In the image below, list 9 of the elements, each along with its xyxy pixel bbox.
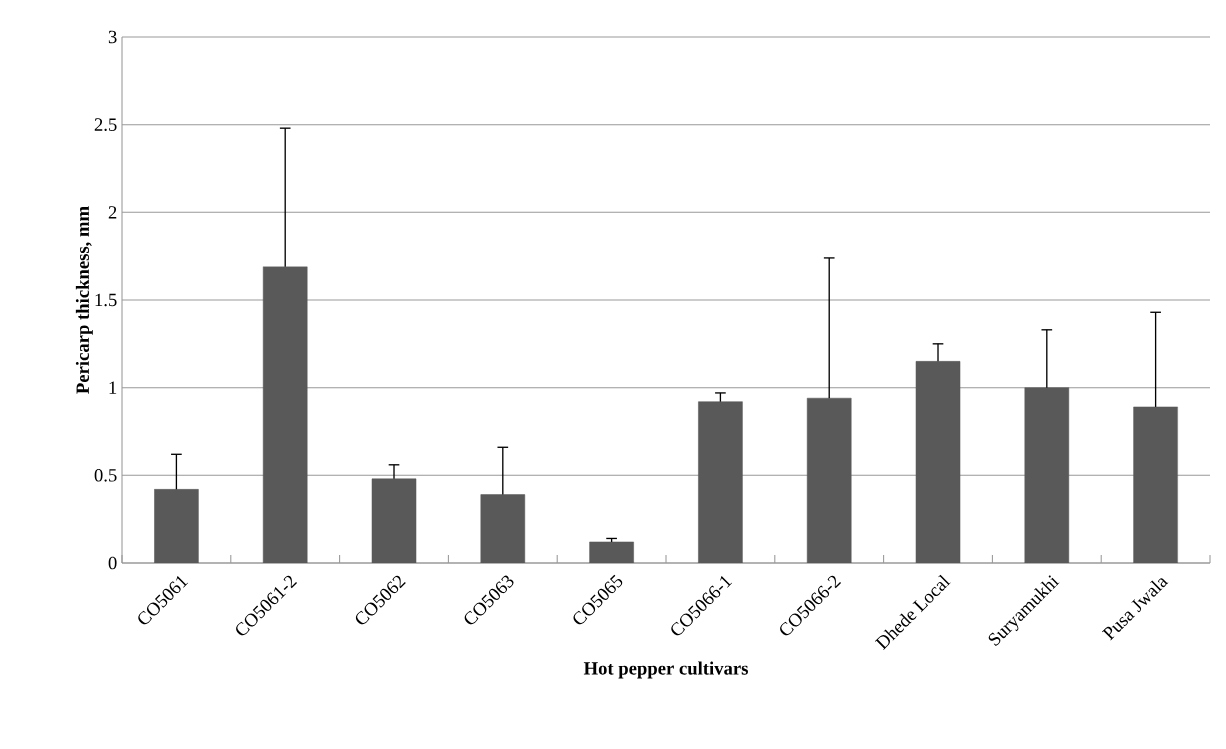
y-tick-label: 1 — [109, 381, 117, 394]
x-axis-title: Hot pepper cultivars — [583, 661, 748, 679]
y-axis-title: Pericarp thickness, mm — [75, 206, 93, 394]
y-tick-label: 0.5 — [94, 468, 117, 482]
y-tick-label: 2.5 — [94, 118, 117, 131]
y-tick-label: 0 — [108, 556, 117, 570]
y-tick-label: 1.5 — [95, 293, 117, 307]
y-tick-label: 2 — [108, 206, 117, 219]
y-tick-label: 3 — [108, 30, 117, 44]
